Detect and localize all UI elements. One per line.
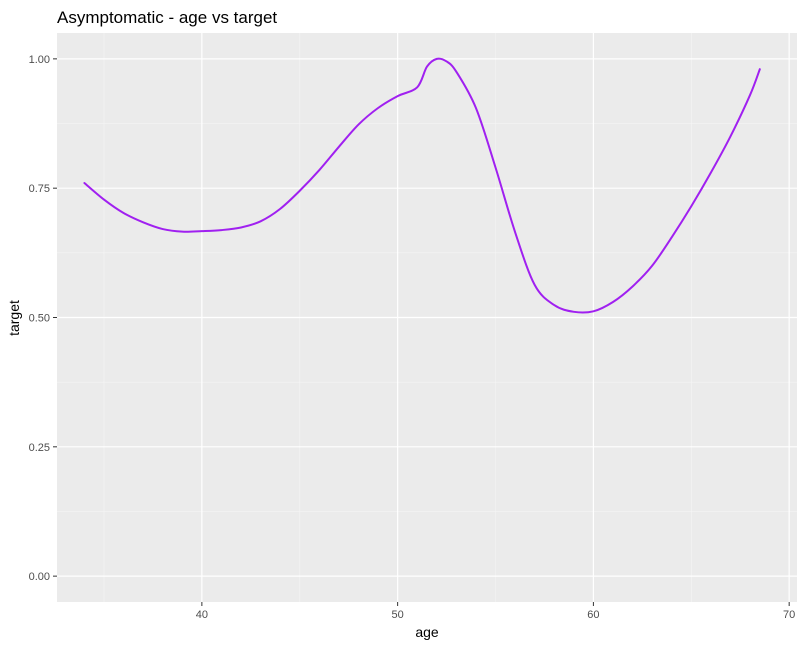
x-tick-label: 40 xyxy=(196,609,208,621)
y-tick-label: 0.50 xyxy=(29,313,50,325)
x-tick-label: 60 xyxy=(587,609,599,621)
series-line xyxy=(83,57,761,314)
y-axis: 0.00 0.25 0.50 0.75 1.00 xyxy=(29,54,57,583)
y-tick-label: 1.00 xyxy=(29,54,50,66)
x-tick-label: 70 xyxy=(783,609,795,621)
x-tick-label: 50 xyxy=(392,609,404,621)
y-tick-label: 0.25 xyxy=(29,442,50,454)
series-layer xyxy=(83,57,761,314)
y-tick-label: 0.75 xyxy=(29,183,50,195)
y-tick-label: 0.00 xyxy=(29,571,50,583)
x-axis-title: age xyxy=(415,624,439,640)
major-gridlines xyxy=(57,33,797,602)
chart-title: Asymptomatic - age vs target xyxy=(57,8,277,27)
y-axis-title: target xyxy=(6,300,22,336)
x-axis: 40 50 60 70 xyxy=(196,602,795,621)
